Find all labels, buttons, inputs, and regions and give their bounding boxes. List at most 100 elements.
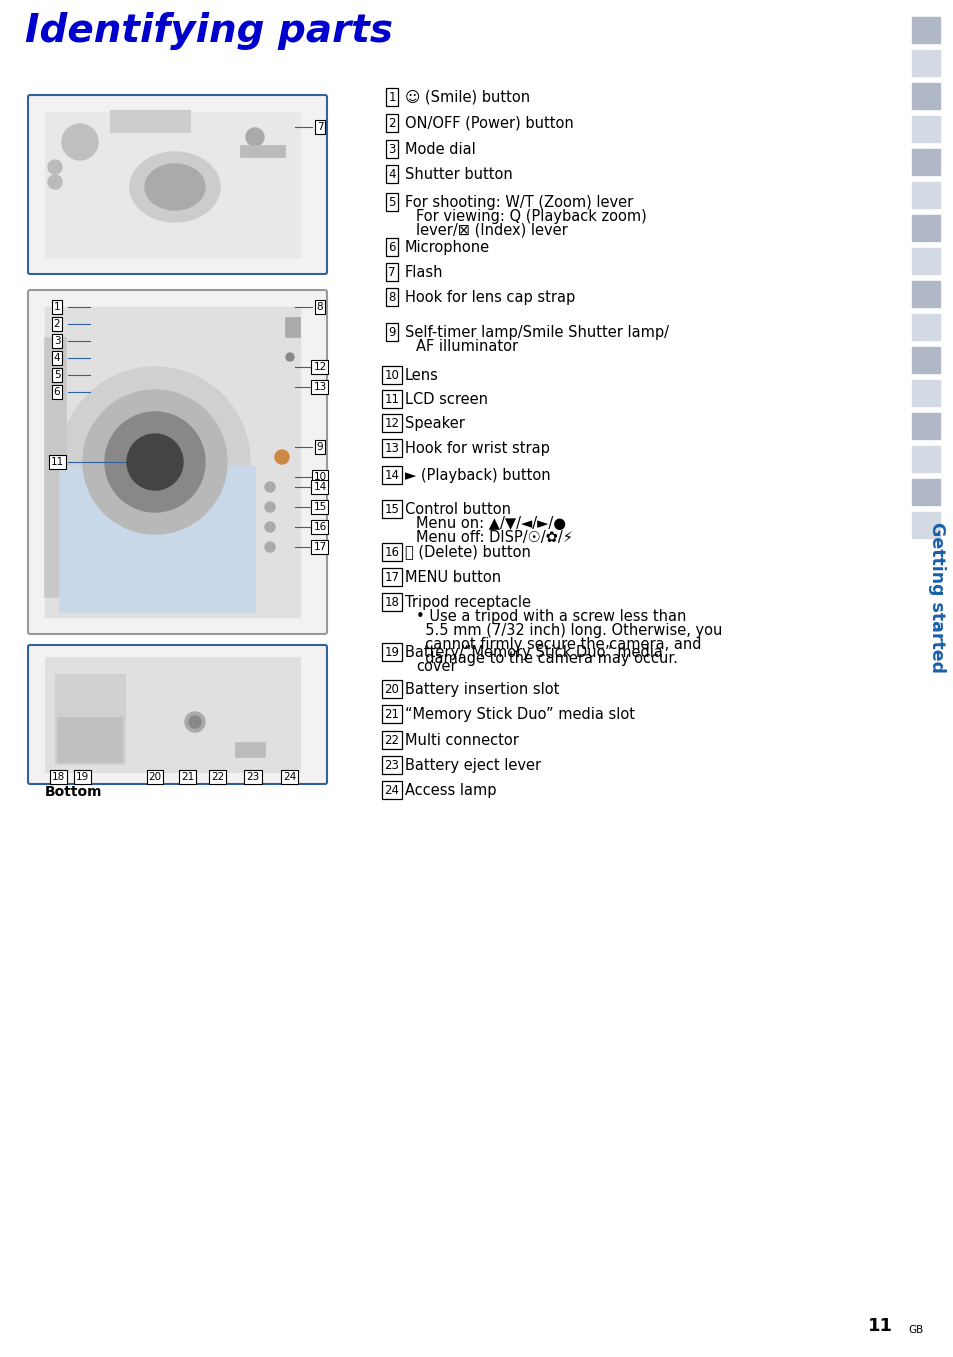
Bar [911,115,939,142]
Text: 22: 22 [384,734,399,746]
Text: 23: 23 [246,772,259,782]
Text: Multi connector: Multi connector [405,733,518,748]
Text: 11: 11 [384,392,399,406]
Circle shape [62,123,98,160]
Text: 13: 13 [313,383,326,392]
Text: Mode dial: Mode dial [405,141,476,156]
Text: Menu on: ▲/▼/◄/►/●: Menu on: ▲/▼/◄/►/● [416,516,565,531]
Bar [911,413,939,440]
Text: 7: 7 [388,266,395,278]
Bar [911,83,939,109]
Text: Shutter button: Shutter button [405,167,512,182]
Text: 1: 1 [388,91,395,103]
Text: 24: 24 [283,772,296,782]
Text: 15: 15 [313,502,326,512]
Text: Flash: Flash [405,265,443,280]
Bar [110,110,190,132]
Bar [911,380,939,406]
Circle shape [265,522,274,532]
Text: Hook for wrist strap: Hook for wrist strap [405,441,549,456]
Bar [911,281,939,307]
Text: 12: 12 [313,362,326,372]
Text: 5: 5 [53,370,60,380]
Circle shape [83,389,227,535]
Circle shape [265,482,274,493]
FancyBboxPatch shape [28,95,327,274]
Bar [285,318,299,337]
Text: ☺ (Smile) button: ☺ (Smile) button [405,90,530,104]
Text: 5: 5 [388,195,395,209]
Text: Identifying parts: Identifying parts [25,12,393,50]
Text: 20: 20 [149,772,161,782]
Text: 17: 17 [384,570,399,584]
Text: 10: 10 [384,369,399,381]
Text: 16: 16 [384,546,399,559]
Text: 12: 12 [384,417,399,430]
Text: 3: 3 [388,142,395,156]
Text: Lens: Lens [405,368,438,383]
Text: Getting started: Getting started [927,521,945,673]
Text: Self-timer lamp/Smile Shutter lamp/: Self-timer lamp/Smile Shutter lamp/ [405,324,668,339]
Text: Battery/“Memory Stick Duo” media: Battery/“Memory Stick Duo” media [405,645,662,660]
Text: Battery eject lever: Battery eject lever [405,757,540,772]
Text: 21: 21 [181,772,194,782]
Ellipse shape [130,152,220,223]
Text: • Use a tripod with a screw less than: • Use a tripod with a screw less than [416,608,685,623]
Text: 10: 10 [314,472,326,482]
Bar [911,248,939,274]
Circle shape [246,128,264,147]
Text: lever/⊠ (Index) lever: lever/⊠ (Index) lever [416,223,567,237]
Text: 11: 11 [51,457,64,467]
Text: 6: 6 [53,387,60,398]
Text: 16: 16 [313,522,326,532]
Bar [911,446,939,472]
Text: ON/OFF (Power) button: ON/OFF (Power) button [405,115,573,130]
Text: 8: 8 [388,290,395,304]
Text: 9: 9 [316,442,323,452]
Text: 6: 6 [388,240,395,254]
Bar [911,512,939,537]
Circle shape [60,366,250,556]
FancyBboxPatch shape [28,290,327,634]
Text: 11: 11 [867,1318,892,1335]
Circle shape [189,716,201,727]
Text: 7: 7 [316,122,323,132]
Text: Menu off: DISP/☉/✿/⚡: Menu off: DISP/☉/✿/⚡ [416,529,573,544]
Circle shape [105,413,205,512]
Bar [55,674,125,764]
Text: 1: 1 [53,303,60,312]
Bar [240,145,285,157]
FancyBboxPatch shape [28,645,327,784]
Bar [60,467,254,612]
Text: Bottom: Bottom [45,784,102,799]
Bar [45,113,299,256]
Circle shape [48,175,62,189]
Text: 3: 3 [53,337,60,346]
Text: Access lamp: Access lamp [405,783,496,798]
Text: 17: 17 [313,541,326,552]
Bar [911,182,939,208]
Circle shape [274,451,289,464]
Text: 2: 2 [388,117,395,129]
Text: 18: 18 [51,772,65,782]
Text: 19: 19 [384,646,399,658]
Bar [911,479,939,505]
Text: LCD screen: LCD screen [405,392,488,407]
Text: AF illuminator: AF illuminator [416,338,517,354]
Text: Speaker: Speaker [405,415,464,430]
Circle shape [265,541,274,552]
Text: For shooting: W/T (Zoom) lever: For shooting: W/T (Zoom) lever [405,194,633,209]
Text: 23: 23 [384,759,399,772]
Text: damage to the camera may occur.: damage to the camera may occur. [416,650,678,665]
Text: 20: 20 [384,683,399,696]
Text: GB: GB [907,1324,923,1335]
Text: 🗑 (Delete) button: 🗑 (Delete) button [405,544,530,559]
Bar [45,307,299,617]
Text: 4: 4 [388,167,395,180]
Text: 21: 21 [384,707,399,721]
Text: ► (Playback) button: ► (Playback) button [405,468,550,483]
Bar [911,313,939,341]
Text: 19: 19 [75,772,89,782]
Bar [911,149,939,175]
Text: 14: 14 [384,468,399,482]
